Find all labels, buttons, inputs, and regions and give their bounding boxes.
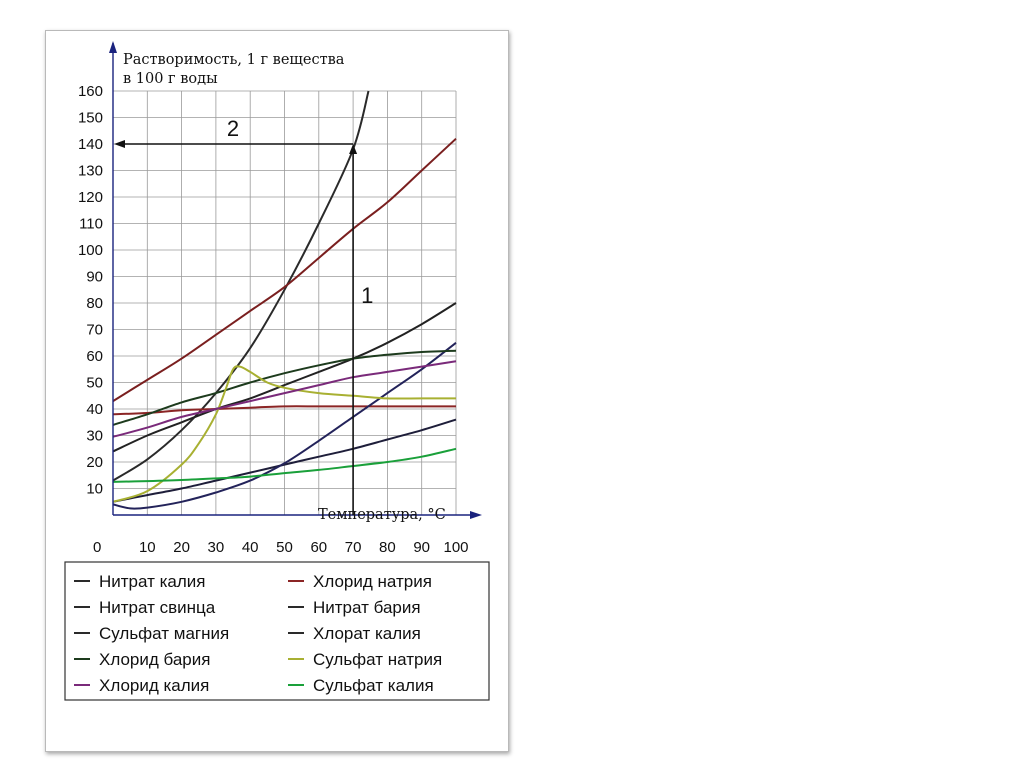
series-line-1 xyxy=(112,90,370,482)
legend-label: Хлорид натрия xyxy=(313,572,432,591)
series-line-2 xyxy=(112,405,456,416)
y-tick-label: 130 xyxy=(78,163,103,180)
series-line-3 xyxy=(112,137,457,402)
solubility-chart: 1020304050607080901001101201301401501601… xyxy=(64,41,490,701)
arrow-2-head xyxy=(114,140,125,148)
series-line-9 xyxy=(112,360,457,438)
y-axis-title-line1: Растворимость, 1 г вещества xyxy=(123,52,345,68)
y-tick-label: 30 xyxy=(86,428,103,445)
arrow-2-label: 2 xyxy=(227,116,239,141)
grid xyxy=(113,90,457,515)
arrow-1-label: 1 xyxy=(361,283,373,308)
annotations: 12 xyxy=(114,116,373,515)
y-tick-label: 10 xyxy=(86,481,103,498)
legend-label: Нитрат бария xyxy=(313,598,421,617)
y-tick-label: 150 xyxy=(78,110,103,127)
series-line-8 xyxy=(112,365,456,503)
legend: Нитрат калия Нитрат свинца Сульфат магния Х… xyxy=(64,561,490,701)
x-tick-label: 70 xyxy=(345,539,362,556)
figure-card: 10 20 30 40 50 60 70 80 90 100 110 120 130 140 150 160 1… xyxy=(45,30,509,752)
x-axis-title: Температура, °С xyxy=(318,507,446,523)
y-axis-title-line2: в 100 г воды xyxy=(123,71,218,87)
y-tick-label: 160 xyxy=(78,83,103,100)
series-line-5 xyxy=(112,302,457,453)
y-tick-label: 100 xyxy=(78,242,103,259)
x-tick-label: 50 xyxy=(276,539,293,556)
y-tick-label: 20 xyxy=(86,454,103,471)
y-tick-label: 110 xyxy=(79,216,103,233)
series-lines xyxy=(112,90,457,510)
y-tick-label: 80 xyxy=(86,295,103,312)
legend-label: Сульфат натрия xyxy=(313,650,442,669)
series-line-10 xyxy=(112,447,457,483)
x-tick-label: 20 xyxy=(173,539,190,556)
x-tick-label: 100 xyxy=(443,539,468,556)
x-tick-label: 10 xyxy=(139,539,156,556)
x-tick-label: 80 xyxy=(379,539,396,556)
y-tick-label: 50 xyxy=(86,375,103,392)
x-axis-arrowhead xyxy=(470,511,482,519)
tick-labels: 1020304050607080901001101201301401501601… xyxy=(78,83,469,556)
legend-label: Сульфат калия xyxy=(313,676,434,695)
origin-label: 0 xyxy=(93,539,101,556)
x-tick-label: 40 xyxy=(242,539,259,556)
legend-label: Хлорат калия xyxy=(313,624,421,643)
legend-label: Нитрат калия xyxy=(99,572,206,591)
legend-label: Хлорид бария xyxy=(99,650,210,669)
legend-label: Нитрат свинца xyxy=(99,598,216,617)
x-tick-label: 90 xyxy=(413,539,430,556)
y-tick-label: 90 xyxy=(86,269,103,286)
y-tick-label: 140 xyxy=(78,136,103,153)
y-tick-label: 40 xyxy=(86,401,103,418)
legend-label: Сульфат магния xyxy=(99,624,229,643)
y-axis-arrowhead xyxy=(109,41,117,53)
series-line-6 xyxy=(112,342,457,510)
arrow-1-head xyxy=(349,144,358,154)
y-tick-label: 120 xyxy=(78,189,103,206)
axes xyxy=(109,41,482,519)
x-tick-label: 60 xyxy=(310,539,327,556)
series-line-7 xyxy=(112,349,457,426)
legend-label: Хлорид калия xyxy=(99,676,209,695)
x-tick-label: 30 xyxy=(208,539,225,556)
legend-box xyxy=(64,561,490,701)
series-line-4 xyxy=(112,418,457,503)
y-tick-label: 60 xyxy=(86,348,103,365)
y-tick-label: 70 xyxy=(86,322,103,339)
